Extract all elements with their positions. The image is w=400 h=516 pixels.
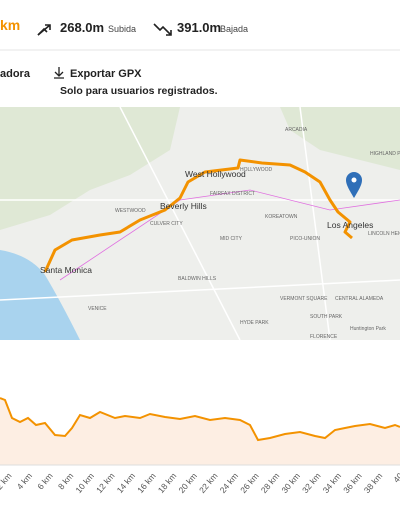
map-label: ARCADIA: [285, 127, 308, 133]
map-label: HYDE PARK: [240, 320, 269, 326]
note: Solo para usuarios registrados.: [60, 85, 218, 97]
map-label: Los Angeles: [327, 220, 373, 230]
map-label: HIGHLAND PARK: [370, 151, 400, 157]
map-label: Huntington Park: [350, 326, 386, 332]
map-label: HOLLYWOOD: [240, 167, 273, 173]
map-label: VERMONT SQUARE: [280, 296, 328, 302]
x-tick-label: 26 km: [238, 471, 261, 495]
x-tick-label: 30 km: [279, 471, 302, 495]
x-tick-label: 22 km: [197, 471, 220, 495]
ascent-label: Subida: [108, 24, 136, 34]
x-tick-label: 10 km: [73, 471, 96, 495]
map-label: West Hollywood: [185, 169, 246, 179]
navigator[interactable]: adora: [0, 68, 31, 80]
profile-area: [0, 398, 400, 465]
x-tick-label: 18 km: [156, 471, 179, 495]
download-icon: [54, 67, 64, 79]
ocean: [0, 250, 80, 340]
profile-line: [0, 397, 400, 442]
map-label: FAIRFAX DISTRICT: [210, 191, 255, 197]
x-tick-label: 36 km: [341, 471, 364, 495]
map-label: CULVER CITY: [150, 221, 183, 227]
descent-label: Bajada: [220, 24, 248, 34]
x-tick-label: 32 km: [300, 471, 323, 495]
map-label: SOUTH PARK: [310, 314, 343, 320]
x-tick-label: 4 km: [15, 471, 35, 492]
map-label: PICO-UNION: [290, 236, 320, 242]
x-tick-label: 40: [391, 471, 400, 485]
map-label: Beverly Hills: [160, 201, 207, 211]
x-tick-label: 24 km: [218, 471, 241, 495]
route: [43, 158, 353, 273]
pin-dot: [351, 177, 357, 183]
rail: [59, 189, 400, 281]
map-label: CENTRAL ALAMEDA: [335, 296, 384, 302]
map-label: BALDWIN HILLS: [178, 276, 217, 282]
map-label: LINCOLN HEIGHTS: [368, 231, 400, 237]
x-tick-label: 20 km: [176, 471, 199, 495]
descent-value: 391.0m: [177, 20, 221, 35]
hills-east: [280, 107, 400, 170]
x-tick-label: 2 km: [0, 471, 14, 492]
x-tick-label: 6 km: [35, 471, 55, 492]
map-label: FLORENCE: [310, 334, 338, 340]
x-tick-label: 16 km: [135, 471, 158, 495]
map-label: WESTWOOD: [115, 208, 146, 214]
x-tick-label: 34 km: [321, 471, 344, 495]
x-tick-label: 12 km: [94, 471, 117, 495]
map-label: Santa Monica: [40, 265, 92, 275]
x-tick-label: 14 km: [115, 471, 138, 495]
distance: km: [0, 17, 20, 33]
map-label: VENICE: [88, 306, 107, 312]
export-gpx[interactable]: Exportar GPX: [70, 68, 142, 80]
x-tick-label: 38 km: [362, 471, 385, 495]
descent-icon: [153, 23, 172, 36]
ascent-value: 268.0m: [60, 20, 104, 35]
roads: [0, 106, 400, 341]
map[interactable]: [0, 106, 400, 341]
x-tick-label: 28 km: [259, 471, 282, 495]
pin: [346, 172, 362, 198]
ascent-icon-b: [37, 27, 48, 36]
map-label: MID CITY: [220, 236, 243, 242]
map-label: KOREATOWN: [265, 214, 298, 220]
